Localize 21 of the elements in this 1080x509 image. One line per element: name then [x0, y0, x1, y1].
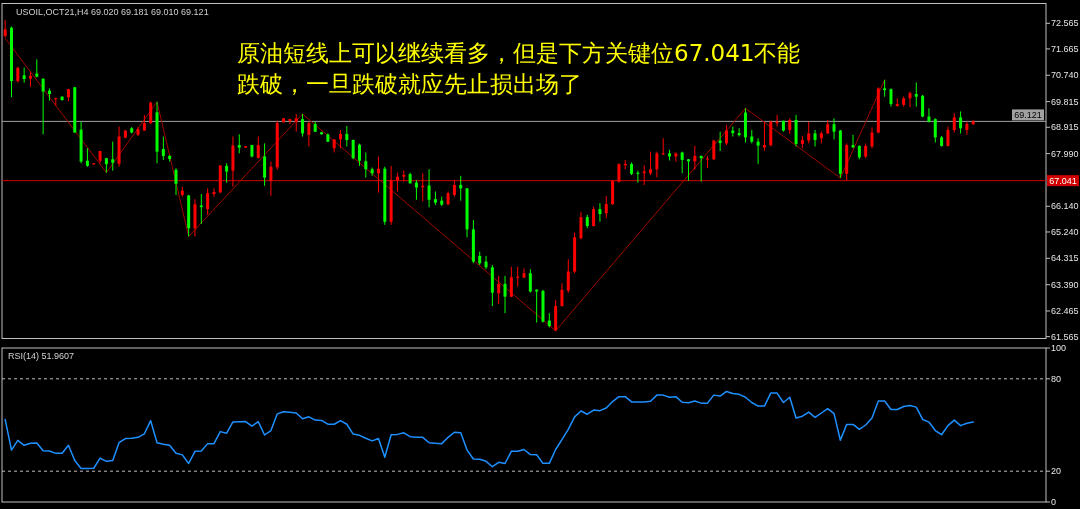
- y-tick-label: 69.815: [1051, 96, 1079, 107]
- y-tick-label: 66.140: [1051, 201, 1079, 212]
- ref-label: 69.121: [1012, 109, 1044, 121]
- annotation: 原油短线上可以继续看多，但是下方关键位67.041不能跌破，一旦跌破就应先止损出场了: [237, 39, 802, 99]
- y-tick-label: 63.390: [1051, 279, 1079, 290]
- title: RSI(14) 51.9607: [8, 351, 75, 361]
- y-tick-label: 72.565: [1051, 18, 1079, 29]
- y-tick-label: 100: [1051, 343, 1067, 353]
- y-tick-label: 67.990: [1051, 148, 1079, 159]
- y-tick-label: 71.665: [1051, 43, 1079, 54]
- y-tick-label: 20: [1051, 466, 1062, 477]
- y-tick-label: 64.315: [1051, 253, 1079, 264]
- ref-label: 67.041: [1047, 175, 1079, 187]
- y-tick-label: 80: [1051, 373, 1062, 384]
- y-tick-label: 61.565: [1051, 331, 1079, 342]
- y-tick-label: 62.465: [1051, 306, 1079, 317]
- y-tick-label: 70.740: [1051, 70, 1079, 81]
- title: USOIL,OCT21,H4 69.020 69.181 69.010 69.121: [16, 6, 209, 17]
- y-tick-label: 0: [1051, 497, 1057, 507]
- y-tick-label: 68.915: [1051, 122, 1079, 133]
- y-tick-label: 65.240: [1051, 226, 1079, 237]
